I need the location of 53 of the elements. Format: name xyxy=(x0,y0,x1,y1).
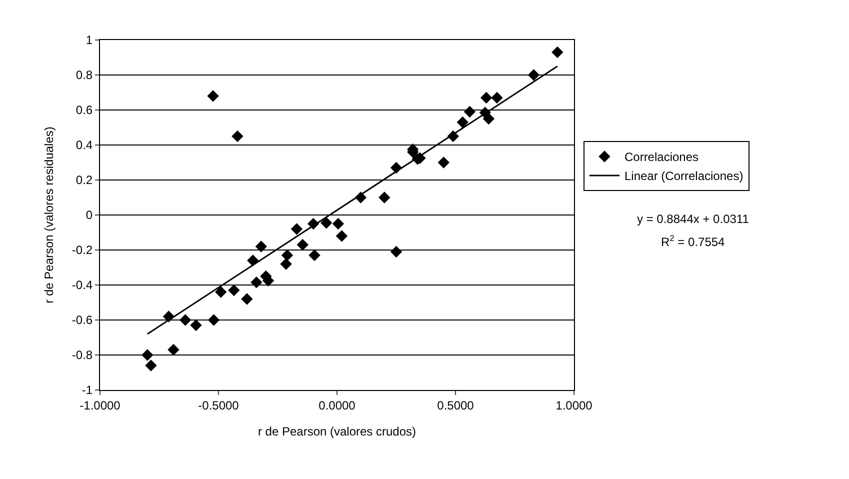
text: R$^{2}$ = 0.7554 xyxy=(661,233,726,250)
point xyxy=(390,246,402,258)
point xyxy=(336,230,348,242)
point xyxy=(438,156,450,168)
point xyxy=(250,276,262,288)
point xyxy=(320,217,332,229)
legend-label: Correlaciones xyxy=(624,150,699,164)
point xyxy=(296,238,308,251)
text: y = 0.8844x + 0.0311 xyxy=(637,212,750,226)
y-axis-title: r de Pearson (valores residuales) xyxy=(42,126,56,304)
point xyxy=(145,360,157,372)
y-tick-label: 0.8 xyxy=(76,68,93,82)
x-tick-label: -0.5000 xyxy=(198,398,240,412)
point xyxy=(332,218,344,230)
point xyxy=(232,130,244,142)
y-tick-label: 0.6 xyxy=(76,103,93,118)
point xyxy=(290,223,303,235)
point xyxy=(378,192,390,204)
y-tick-label: -0.8 xyxy=(72,348,93,362)
point xyxy=(190,319,202,332)
y-tick-label: 0 xyxy=(86,208,93,222)
point xyxy=(552,46,564,58)
y-tick-label: -1 xyxy=(82,383,93,398)
point xyxy=(208,314,220,326)
legend-label: Linear (Correlaciones) xyxy=(624,169,744,184)
y-tick-label: 0.4 xyxy=(76,138,93,152)
point xyxy=(308,249,320,262)
point xyxy=(528,69,540,81)
point xyxy=(142,349,154,361)
y-tick-label: 0.2 xyxy=(76,173,93,188)
y-tick-label: -0.2 xyxy=(72,243,93,258)
x-tick-label: -1.0000 xyxy=(80,398,121,412)
point xyxy=(215,286,227,298)
point xyxy=(179,314,192,326)
x-tick-label: 0.0000 xyxy=(318,398,356,412)
point xyxy=(281,249,294,262)
y-tick-label: -0.4 xyxy=(72,278,93,292)
x-axis-title: r de Pearson (valores crudos) xyxy=(258,424,416,438)
x-tick-label: 1.0000 xyxy=(556,398,593,412)
point xyxy=(280,258,292,270)
point xyxy=(228,284,240,296)
point xyxy=(255,240,268,252)
point xyxy=(207,90,219,102)
point xyxy=(241,293,253,305)
point xyxy=(480,92,492,104)
x-tick-label: 0.5000 xyxy=(437,398,474,412)
y-tick-label: -0.6 xyxy=(72,313,93,328)
point xyxy=(168,344,180,356)
point xyxy=(464,106,476,118)
point xyxy=(456,116,468,128)
y-tick-label: 1 xyxy=(86,33,93,48)
point xyxy=(482,112,495,125)
point xyxy=(491,92,503,104)
